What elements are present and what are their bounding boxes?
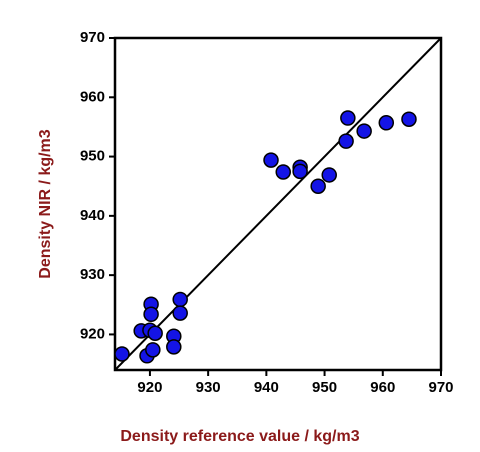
point (166, 339, 182, 355)
point (145, 342, 161, 358)
point (356, 123, 372, 139)
point (143, 306, 159, 323)
point (147, 325, 163, 341)
point (321, 167, 337, 183)
x-tick-label: 920 (137, 379, 162, 396)
point (172, 305, 188, 321)
point (263, 152, 279, 168)
point (401, 111, 417, 127)
y-axis-label: Density NIR / kg/m3 (37, 129, 54, 278)
x-tick-label: 930 (196, 379, 221, 396)
point (340, 110, 356, 126)
x-tick-label: 960 (370, 379, 395, 396)
identity-line (114, 37, 442, 371)
point (114, 346, 130, 362)
x-tick-label: 970 (428, 379, 453, 396)
point (378, 115, 395, 131)
x-tick-label: 940 (254, 379, 279, 396)
y-tick-label: 960 (80, 88, 105, 105)
y-tick-label: 920 (80, 325, 105, 342)
y-tick-label: 950 (80, 148, 105, 165)
plot-frame (113, 36, 443, 372)
x-axis-label: Density reference value / kg/m3 (120, 428, 359, 445)
y-tick-label: 930 (80, 266, 105, 283)
point (310, 178, 326, 194)
y-tick-label: 970 (80, 29, 105, 46)
y-tick-label: 940 (80, 207, 105, 224)
point (338, 133, 354, 149)
point (292, 163, 308, 180)
point (172, 291, 188, 308)
x-tick-label: 950 (312, 379, 337, 396)
point (275, 164, 291, 180)
